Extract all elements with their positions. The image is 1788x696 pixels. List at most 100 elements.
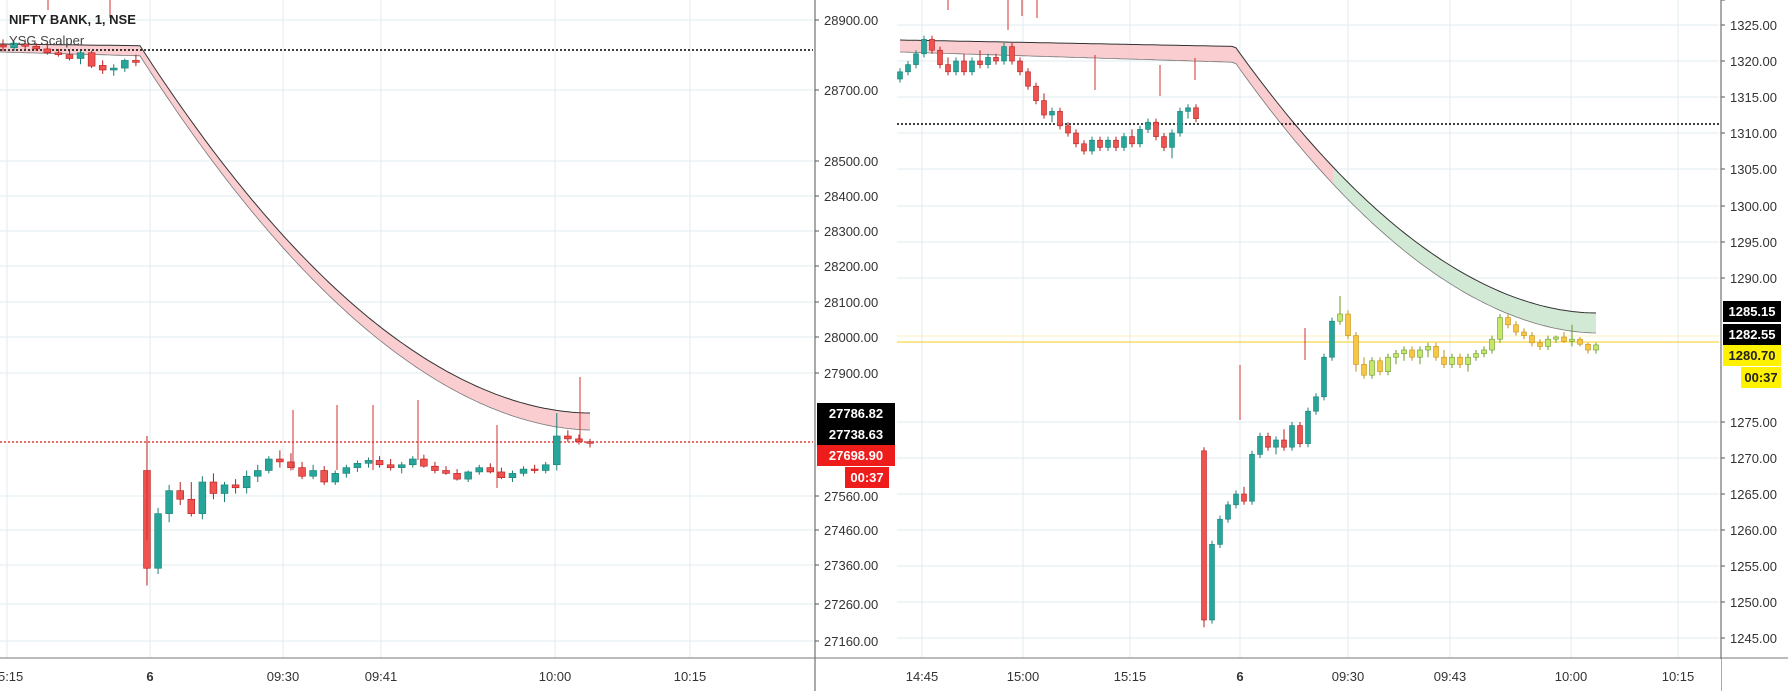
candle	[1441, 350, 1447, 368]
price-label-bg	[1741, 367, 1781, 388]
candle-body	[276, 458, 284, 463]
candle-body	[1289, 425, 1295, 448]
price-tick-label: 27560.00	[824, 489, 878, 504]
candle-body	[1561, 336, 1567, 342]
candle	[1513, 321, 1519, 336]
candle	[154, 507, 162, 574]
candle	[1585, 342, 1591, 354]
time-tick-label: 15:15	[1114, 669, 1147, 684]
candle-body	[1473, 353, 1479, 358]
candle	[132, 54, 140, 67]
candle-body	[397, 464, 406, 468]
price-tick-label: 27160.00	[824, 634, 878, 649]
candle-body	[486, 467, 495, 473]
candle	[242, 470, 251, 494]
candle-body	[1345, 313, 1351, 336]
candle-body	[575, 438, 583, 443]
time-tick-label: 09:30	[267, 669, 300, 684]
candle	[1329, 317, 1335, 361]
candle	[65, 50, 74, 61]
candle	[937, 46, 943, 69]
candle-body	[945, 64, 951, 73]
candle	[320, 466, 328, 485]
candle	[1537, 339, 1543, 350]
candle	[1017, 57, 1023, 76]
price-label-text: 00:37	[850, 470, 883, 485]
candle	[1121, 133, 1127, 151]
candle	[1321, 353, 1327, 401]
candle-body	[1209, 544, 1215, 621]
candle	[586, 438, 594, 448]
price-tick-label: 27260.00	[824, 597, 878, 612]
candle-body	[1537, 342, 1543, 347]
candle	[1497, 314, 1503, 343]
candle-body	[1001, 46, 1007, 62]
candle-body	[0, 44, 7, 48]
candle	[420, 454, 428, 468]
candle	[1465, 353, 1471, 372]
candle	[486, 463, 495, 474]
candle	[21, 39, 29, 49]
candle-body	[375, 460, 384, 466]
candle	[1265, 432, 1271, 451]
time-tick-label: 10:15	[674, 669, 707, 684]
candle-body	[1321, 356, 1327, 398]
candle-body	[497, 471, 506, 478]
candle	[453, 469, 461, 481]
price-tick-label: 1325.00	[1730, 18, 1777, 33]
indicator-label[interactable]: YSG Scalper	[9, 33, 85, 48]
candle-body	[1465, 356, 1471, 365]
candle	[985, 53, 991, 69]
candle	[1481, 346, 1487, 358]
candle-body	[121, 60, 129, 69]
candle-body	[1481, 349, 1487, 354]
candle-body	[929, 39, 935, 51]
candle-body	[1585, 343, 1591, 351]
candle-body	[1025, 71, 1031, 87]
price-tick-label: 1320.00	[1730, 54, 1777, 69]
candle-body	[553, 435, 561, 466]
candle-body	[586, 441, 594, 444]
candle	[342, 464, 351, 478]
candle	[353, 460, 362, 472]
price-axis-2: 1325.00 1320.00 1315.00 1310.00 1305.00 1300.…	[1720, 0, 1781, 691]
candle	[431, 461, 439, 474]
candle-body	[1577, 338, 1583, 345]
candle-body	[453, 473, 461, 480]
candle-body	[198, 481, 207, 514]
candle	[1105, 136, 1111, 151]
price-tick-label: 27360.00	[824, 558, 878, 573]
candle-body	[1049, 111, 1055, 116]
candle-body	[1593, 344, 1599, 351]
candle-body	[1449, 356, 1455, 365]
candle-body	[342, 467, 351, 474]
candle-body	[1497, 317, 1503, 340]
price-tick-label: 28300.00	[824, 224, 878, 239]
candle-body	[176, 490, 184, 500]
candle-body	[519, 468, 528, 474]
chart-title[interactable]: NIFTY BANK, 1, NSE	[9, 12, 136, 27]
candle-body	[165, 490, 173, 514]
candle-body	[1169, 132, 1175, 148]
candle	[1009, 43, 1015, 65]
candle-body	[242, 475, 251, 489]
candle	[10, 41, 18, 51]
candle-body	[1489, 338, 1495, 351]
candle-body	[937, 49, 943, 65]
candle-body	[320, 470, 328, 483]
time-tick-label: 09:43	[1434, 669, 1467, 684]
candle-body	[87, 52, 96, 67]
price-tick-label: 1265.00	[1730, 487, 1777, 502]
price-tick-label: 1315.00	[1730, 90, 1777, 105]
time-tick-label: 6	[1236, 669, 1243, 684]
candle-body	[110, 67, 118, 71]
candle-body	[1097, 139, 1103, 148]
candle	[76, 50, 85, 65]
candle-body	[1121, 136, 1127, 148]
candle	[1297, 422, 1303, 448]
candle-body	[1329, 320, 1335, 358]
candle-body	[1145, 121, 1151, 130]
price-label-text: 27698.90	[829, 448, 883, 463]
price-tick-label: 1240.00	[1730, 0, 1777, 3]
